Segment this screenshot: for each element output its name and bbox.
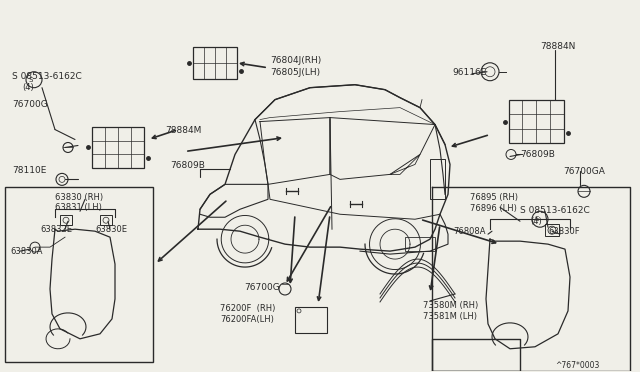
Text: 73581M (LH): 73581M (LH) <box>423 312 477 321</box>
Text: 76808A: 76808A <box>453 227 486 236</box>
Bar <box>60 215 72 225</box>
Text: 73580M (RH): 73580M (RH) <box>423 301 478 310</box>
Text: 63831 (LH): 63831 (LH) <box>55 203 102 212</box>
Bar <box>509 100 563 144</box>
Text: 76700G: 76700G <box>12 100 48 109</box>
Bar <box>405 237 435 251</box>
Text: 78884N: 78884N <box>540 42 575 51</box>
Text: 76200FA(LH): 76200FA(LH) <box>220 315 274 324</box>
Text: 63830E: 63830E <box>95 225 127 234</box>
Text: (4): (4) <box>530 217 541 226</box>
Text: 76809B: 76809B <box>170 161 205 170</box>
Text: 96116E: 96116E <box>452 68 486 77</box>
Text: 63830F: 63830F <box>548 227 580 236</box>
Text: 76200F  (RH): 76200F (RH) <box>220 304 275 313</box>
Text: 76700GA: 76700GA <box>563 167 605 176</box>
Text: 63832E: 63832E <box>40 225 72 234</box>
Text: 76804J(RH): 76804J(RH) <box>270 56 321 65</box>
Text: 78110E: 78110E <box>12 166 46 176</box>
Text: 76809B: 76809B <box>520 150 555 160</box>
Bar <box>295 307 327 333</box>
Bar <box>5 187 153 362</box>
Text: S: S <box>29 77 33 83</box>
Text: 63830 (RH): 63830 (RH) <box>55 193 103 202</box>
Text: 76805J(LH): 76805J(LH) <box>270 68 320 77</box>
Text: 76896 (LH): 76896 (LH) <box>470 204 517 213</box>
Bar <box>193 47 237 79</box>
Bar <box>430 160 445 199</box>
Text: ^767*0003: ^767*0003 <box>555 361 600 370</box>
Text: 76895 (RH): 76895 (RH) <box>470 193 518 202</box>
Text: S: S <box>535 216 539 222</box>
Bar <box>100 215 112 225</box>
Bar <box>545 224 559 236</box>
Text: 78884M: 78884M <box>165 126 202 135</box>
Text: S 08513-6162C: S 08513-6162C <box>12 72 82 81</box>
Text: 63830A: 63830A <box>10 247 42 256</box>
Text: (4): (4) <box>22 83 34 92</box>
Text: S 08513-6162C: S 08513-6162C <box>520 206 589 215</box>
Bar <box>92 126 144 169</box>
Text: 76700G: 76700G <box>244 283 280 292</box>
